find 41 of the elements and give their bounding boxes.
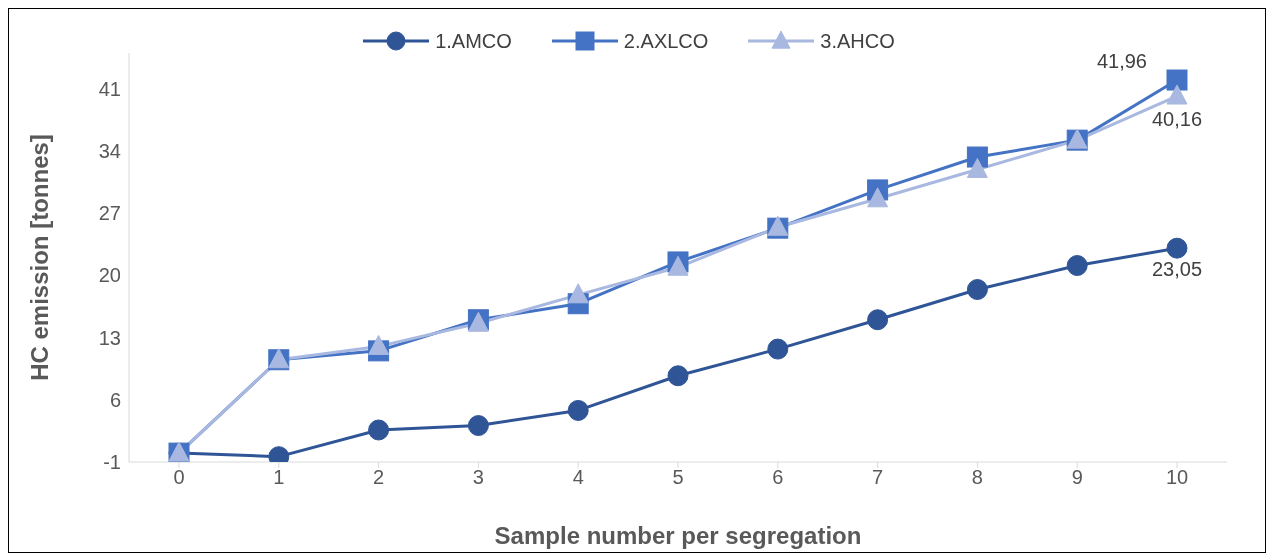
y-tick-label: -1 (103, 451, 121, 474)
x-tick-label: 4 (572, 466, 584, 489)
data-label: 41,96 (1096, 50, 1147, 73)
x-tick-label: 9 (1071, 466, 1083, 489)
data-label: 40,16 (1151, 108, 1203, 131)
y-tick-label: 27 (98, 202, 121, 225)
point (767, 338, 789, 360)
x-tick-label: 8 (971, 466, 983, 489)
point (567, 283, 589, 304)
x-tick-label: 3 (472, 466, 484, 489)
point (966, 279, 988, 301)
y-axis-title: HC emission [tonnes] (25, 134, 53, 381)
y-tick-label: 13 (98, 326, 121, 349)
y-tick-label: 41 (98, 77, 121, 100)
x-tick-label: 6 (772, 466, 784, 489)
point (368, 334, 390, 355)
x-tick-label: 2 (373, 466, 385, 489)
point (567, 399, 589, 421)
x-tick-label: 7 (872, 466, 884, 489)
point (1166, 237, 1188, 259)
x-tick-label: 1 (273, 466, 285, 489)
point (1166, 69, 1188, 91)
point (867, 187, 889, 208)
x-tick-label: 0 (173, 466, 185, 489)
y-tick-label: 6 (109, 388, 121, 411)
x-axis-title: Sample number per segregation (494, 522, 862, 549)
legend-label: 2.AXLCO (623, 29, 709, 53)
point (467, 415, 489, 437)
point (667, 365, 689, 387)
x-tick-label: 10 (1165, 466, 1189, 489)
x-tick-label: 5 (672, 466, 684, 489)
y-tick-label: 34 (98, 139, 121, 162)
legend-label: 3.AHCO (820, 29, 895, 53)
point (1166, 84, 1188, 105)
data-label: 23,05 (1151, 258, 1203, 281)
point (1066, 255, 1088, 276)
point (368, 419, 390, 441)
point (867, 309, 889, 331)
legend-label: 1.AMCO (435, 29, 512, 53)
y-tick-label: 20 (98, 264, 121, 287)
point (966, 157, 988, 178)
